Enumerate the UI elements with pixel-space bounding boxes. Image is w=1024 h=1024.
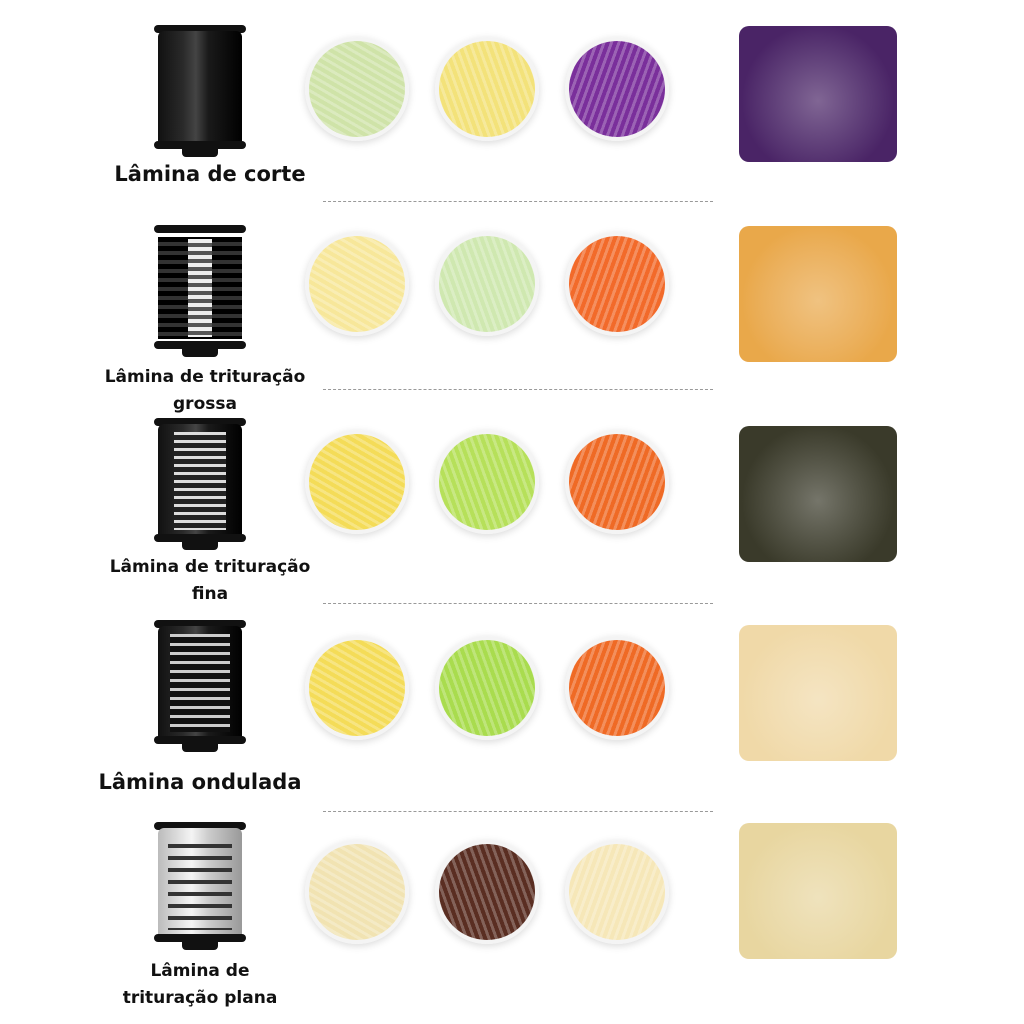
cucumber-julienne-bowl [435, 636, 539, 740]
grated-chocolate-bowl [435, 840, 539, 944]
salad-bowl-photo [739, 426, 897, 562]
potato-strips-dish-photo [739, 625, 897, 761]
blade-label: Lâmina de trituração grossa [104, 367, 306, 414]
wavy-potato-chips-photo [739, 226, 897, 362]
potato-julienne-bowl [305, 430, 409, 534]
grated-cheese-bowl [565, 840, 669, 944]
blade-label: Lâmina de corte [114, 162, 306, 186]
cheese-slices-bowl [435, 37, 539, 141]
cucumber-slices-bowl [305, 37, 409, 141]
blade-label: Lâmina de trituração plana [122, 961, 278, 1008]
flat-grater-drum [154, 822, 246, 950]
blade-label: Lâmina ondulada [98, 770, 302, 794]
blade-label: Lâmina de trituração fina [109, 557, 311, 604]
carrot-julienne-bowl [565, 636, 669, 740]
fine-grater-drum [154, 418, 246, 550]
purple-cabbage-shreds-bowl [565, 37, 669, 141]
divider [323, 201, 713, 202]
carrot-julienne-bowl [565, 430, 669, 534]
cucumber-julienne-bowl [435, 430, 539, 534]
potato-julienne-bowl [305, 636, 409, 740]
divider [323, 603, 713, 604]
grated-cheese-bowl [305, 840, 409, 944]
cutting-blade-drum [154, 25, 246, 157]
divider [323, 389, 713, 390]
coarse-grater-drum [154, 225, 246, 357]
wavy-blade-drum [154, 620, 246, 752]
divider [323, 811, 713, 812]
potato-slices-bowl [305, 232, 409, 336]
pizza-photo [739, 823, 897, 959]
purple-cabbage-salad-photo [739, 26, 897, 162]
cucumber-slices-bowl [435, 232, 539, 336]
carrot-slices-bowl [565, 232, 669, 336]
